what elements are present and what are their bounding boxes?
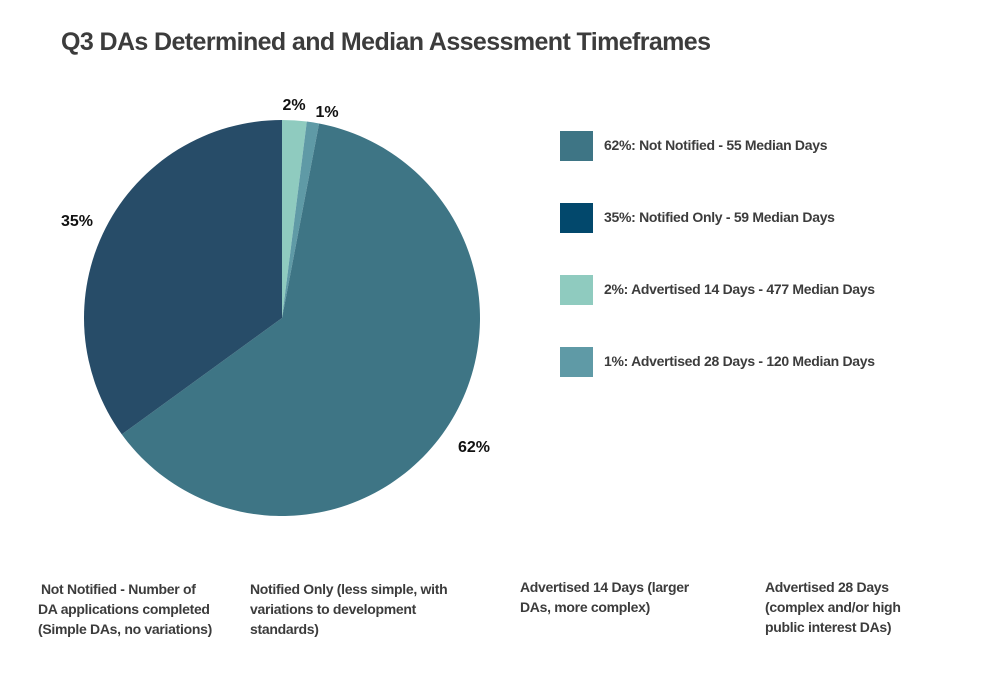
slice-data-label: 2%	[282, 97, 305, 114]
note-notified-only: Notified Only (less simple, with variati…	[250, 579, 448, 639]
pie-slice	[282, 121, 320, 318]
legend-label: 1%: Advertised 28 Days - 120 Median Days	[604, 353, 875, 369]
chart-title: Q3 DAs Determined and Median Assessment …	[61, 28, 711, 56]
slice-data-label: 62%	[458, 439, 490, 456]
note-line: DAs, more complex)	[520, 599, 650, 615]
note-line: (complex and/or high	[765, 599, 901, 615]
note-advertised-28: Advertised 28 Days (complex and/or high …	[765, 577, 901, 637]
legend-swatch	[560, 203, 593, 233]
note-line: (Simple DAs, no variations)	[38, 621, 212, 637]
legend-label: 62%: Not Notified - 55 Median Days	[604, 137, 828, 153]
pie-slice	[83, 119, 282, 435]
slice-data-label: 1%	[315, 104, 338, 121]
note-line: variations to development	[250, 601, 416, 617]
note-line: Not Notified - Number of	[41, 581, 196, 597]
note-line: DA applications completed	[38, 601, 210, 617]
legend-label: 35%: Notified Only - 59 Median Days	[604, 209, 835, 225]
legend-label: 2%: Advertised 14 Days - 477 Median Days	[604, 281, 875, 297]
legend-swatch	[560, 131, 593, 161]
pie-slice	[121, 123, 480, 517]
legend-swatch	[560, 347, 593, 377]
note-line: public interest DAs)	[765, 619, 892, 635]
note-not-notified: Not Notified - Number of DA applications…	[38, 579, 212, 639]
slice-data-label: 35%	[61, 213, 93, 230]
note-advertised-14: Advertised 14 Days (larger DAs, more com…	[520, 577, 689, 617]
note-line: Advertised 28 Days	[765, 579, 889, 595]
note-line: standards)	[250, 621, 319, 637]
note-line: Advertised 14 Days (larger	[520, 579, 689, 595]
note-line: Notified Only (less simple, with	[250, 581, 448, 597]
legend-swatch	[560, 275, 593, 305]
pie-slice	[282, 120, 307, 318]
